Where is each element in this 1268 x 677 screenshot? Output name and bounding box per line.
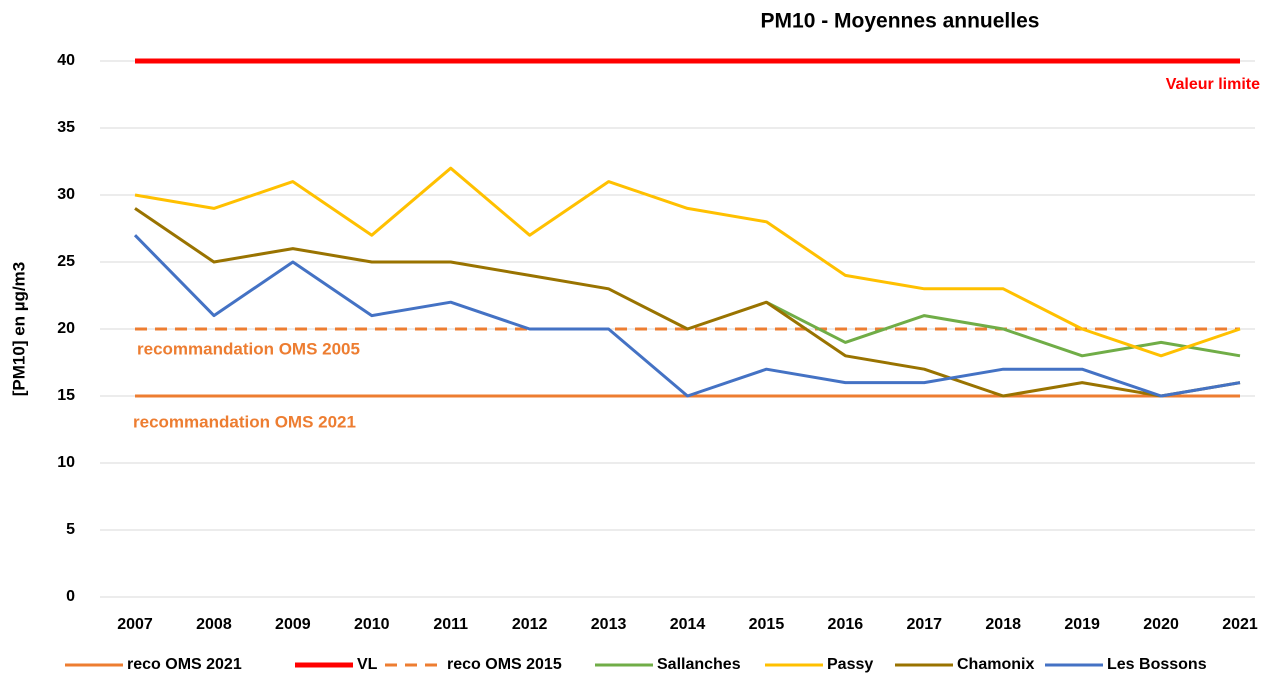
x-tick-label: 2015 (749, 616, 785, 633)
y-tick-label: 40 (57, 52, 75, 69)
x-tick-label: 2018 (985, 616, 1021, 633)
series-line (134, 166, 1241, 358)
x-tick-label: 2020 (1143, 616, 1179, 633)
x-tick-label: 2017 (906, 616, 942, 633)
x-tick-label: 2019 (1064, 616, 1100, 633)
series-line (133, 234, 1241, 398)
x-tick-label: 2012 (512, 616, 548, 633)
x-tick-label: 2009 (275, 616, 311, 633)
y-tick-label: 25 (57, 253, 75, 270)
legend-label: Passy (827, 656, 873, 673)
annotation: Valeur limite (1166, 76, 1260, 93)
x-tick-label: 2010 (354, 616, 390, 633)
x-tick-label: 2007 (117, 616, 153, 633)
y-tick-label: 15 (57, 387, 75, 404)
x-tick-label: 2013 (591, 616, 627, 633)
x-tick-label: 2021 (1222, 616, 1258, 633)
legend-label: Sallanches (657, 656, 741, 673)
legend-label: Les Bossons (1107, 656, 1207, 673)
annotation: recommandation OMS 2021 (133, 412, 356, 431)
x-tick-label: 2016 (828, 616, 864, 633)
series-line (765, 300, 1241, 358)
x-tick-label: 2011 (433, 616, 468, 633)
chart-title: PM10 - Moyennes annuelles (761, 10, 1040, 33)
y-tick-label: 10 (57, 454, 75, 471)
series-line (134, 207, 1241, 398)
y-tick-label: 35 (57, 119, 75, 136)
x-tick-label: 2014 (670, 616, 706, 633)
x-tick-label: 2008 (196, 616, 232, 633)
legend-label: reco OMS 2021 (127, 656, 242, 673)
y-tick-label: 0 (66, 588, 75, 605)
legend-label: reco OMS 2015 (447, 656, 562, 673)
legend-label: VL (357, 656, 378, 673)
legend-label: Chamonix (957, 656, 1034, 673)
y-tick-label: 5 (66, 521, 75, 538)
y-tick-label: 20 (57, 320, 75, 337)
y-tick-label: 30 (57, 186, 75, 203)
annotation: recommandation OMS 2005 (137, 339, 360, 358)
y-axis-label: [PM10] en µg/m3 (9, 262, 28, 397)
